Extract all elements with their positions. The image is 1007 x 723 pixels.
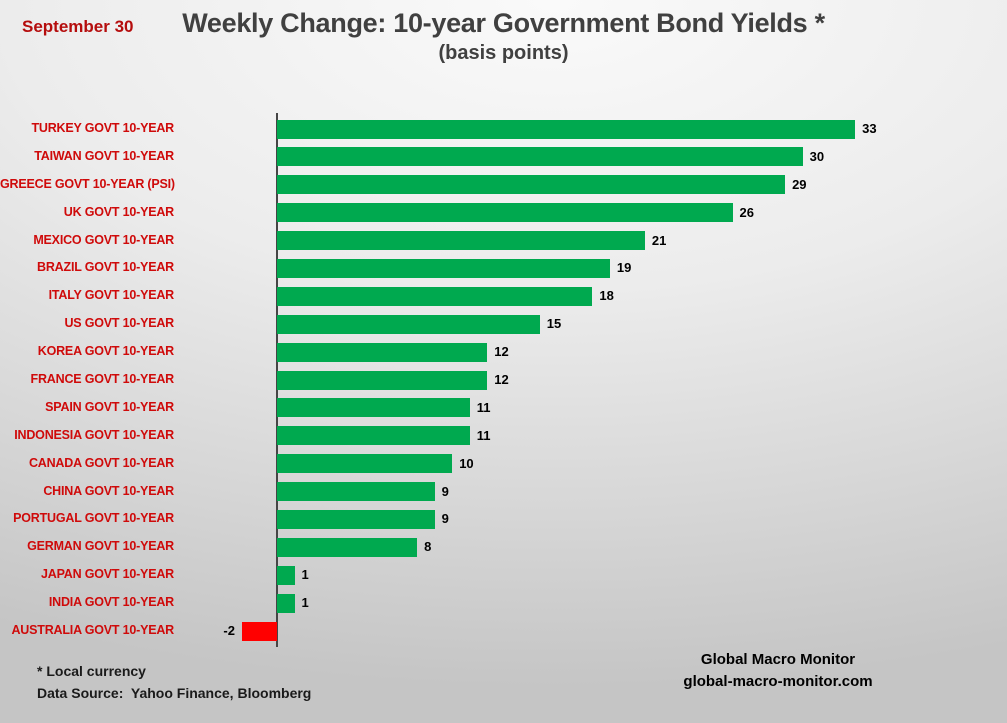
bar-china-govt-10-year: [277, 482, 435, 502]
category-label-japan-govt-10-year: JAPAN GOVT 10-YEAR: [40, 567, 174, 582]
chart-subtitle: (basis points): [438, 42, 569, 64]
bar-canada-govt-10-year: [277, 454, 453, 474]
value-label-us-govt-10-year: 15: [546, 316, 562, 332]
bar-spain-govt-10-year: [277, 398, 470, 418]
branding-url: global-macro-monitor.com: [683, 673, 873, 690]
category-label-india-govt-10-year: INDIA GOVT 10-YEAR: [48, 595, 174, 610]
category-label-korea-govt-10-year: KOREA GOVT 10-YEAR: [37, 344, 174, 359]
bar-german-govt-10-year: [277, 537, 418, 557]
value-label-italy-govt-10-year: 18: [599, 288, 614, 304]
bar-italy-govt-10-year: [277, 286, 593, 306]
value-label-portugal-govt-10-year: 9: [441, 511, 449, 527]
category-label-german-govt-10-year: GERMAN GOVT 10-YEAR: [27, 539, 174, 554]
bar-us-govt-10-year: [277, 314, 540, 334]
category-label-portugal-govt-10-year: PORTUGAL GOVT 10-YEAR: [13, 511, 174, 526]
category-label-indonesia-govt-10-year: INDONESIA GOVT 10-YEAR: [14, 427, 174, 442]
category-label-china-govt-10-year: CHINA GOVT 10-YEAR: [43, 483, 174, 498]
category-label-canada-govt-10-year: CANADA GOVT 10-YEAR: [28, 455, 174, 470]
bar-brazil-govt-10-year: [277, 258, 610, 278]
value-label-german-govt-10-year: 8: [424, 539, 432, 555]
bar-portugal-govt-10-year: [277, 509, 435, 529]
bar-taiwan-govt-10-year: [277, 147, 803, 167]
value-label-japan-govt-10-year: 1: [301, 567, 309, 583]
footnote-local-currency: * Local currency: [37, 663, 146, 679]
bar-france-govt-10-year: [277, 370, 488, 390]
value-label-greece-govt-10-year-psi: 29: [792, 176, 807, 192]
bar-indonesia-govt-10-year: [277, 426, 470, 446]
value-label-india-govt-10-year: 1: [301, 595, 309, 611]
branding: Global Macro Monitor global-macro-monito…: [668, 649, 888, 693]
value-label-australia-govt-10-year: -2: [223, 623, 235, 639]
bar-mexico-govt-10-year: [277, 231, 645, 251]
bar-japan-govt-10-year: [277, 565, 295, 585]
category-label-uk-govt-10-year: UK GOVT 10-YEAR: [63, 204, 174, 219]
category-label-brazil-govt-10-year: BRAZIL GOVT 10-YEAR: [37, 260, 174, 275]
category-label-turkey-govt-10-year: TURKEY GOVT 10-YEAR: [31, 121, 174, 135]
date-label: September 30: [22, 17, 134, 36]
footnote-data-source: Data Source: Yahoo Finance, Bloomberg: [37, 685, 312, 701]
value-label-brazil-govt-10-year: 19: [616, 260, 632, 276]
bar-turkey-govt-10-year: [277, 119, 856, 139]
value-label-china-govt-10-year: 9: [441, 483, 449, 499]
category-label-us-govt-10-year: US GOVT 10-YEAR: [64, 316, 174, 331]
category-label-france-govt-10-year: FRANCE GOVT 10-YEAR: [30, 372, 175, 386]
branding-name: Global Macro Monitor: [700, 651, 856, 668]
value-label-turkey-govt-10-year: 33: [862, 121, 877, 136]
value-label-spain-govt-10-year: 11: [476, 399, 491, 415]
bar-india-govt-10-year: [277, 593, 295, 613]
value-label-taiwan-govt-10-year: 30: [809, 148, 825, 164]
bar-korea-govt-10-year: [277, 342, 488, 362]
bar-greece-govt-10-year-psi: [277, 175, 786, 195]
category-label-mexico-govt-10-year: MEXICO GOVT 10-YEAR: [33, 232, 174, 247]
category-label-spain-govt-10-year: SPAIN GOVT 10-YEAR: [45, 399, 174, 414]
value-label-france-govt-10-year: 12: [494, 372, 509, 387]
chart-title: Weekly Change: 10-year Government Bond Y…: [182, 8, 825, 38]
title-block: Weekly Change: 10-year Government Bond Y…: [0, 8, 1007, 65]
category-label-greece-govt-10-year-psi: GREECE GOVT 10-YEAR (PSI): [0, 176, 175, 191]
category-label-taiwan-govt-10-year: TAIWAN GOVT 10-YEAR: [34, 148, 174, 163]
bar-australia-govt-10-year: [241, 621, 277, 641]
value-label-korea-govt-10-year: 12: [494, 344, 509, 360]
value-label-canada-govt-10-year: 10: [459, 455, 474, 471]
value-label-mexico-govt-10-year: 21: [651, 232, 667, 248]
category-label-italy-govt-10-year: ITALY GOVT 10-YEAR: [48, 288, 175, 303]
category-label-australia-govt-10-year: AUSTRALIA GOVT 10-YEAR: [11, 623, 174, 638]
bar-uk-govt-10-year: [277, 203, 733, 223]
value-label-uk-govt-10-year: 26: [739, 204, 754, 220]
value-label-indonesia-govt-10-year: 11: [476, 427, 491, 443]
